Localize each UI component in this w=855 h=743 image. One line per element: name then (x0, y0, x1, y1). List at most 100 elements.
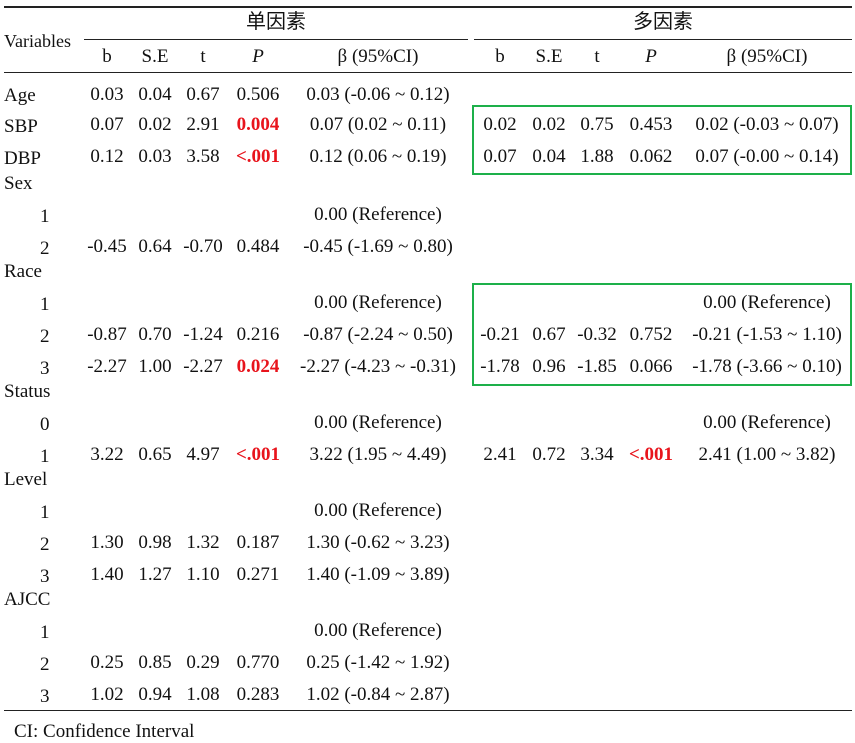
variable-label: Race (4, 261, 42, 282)
level-label: 3 (40, 566, 50, 587)
top-rule (4, 6, 852, 8)
multivariate-cell-b: -0.21 (480, 324, 520, 345)
univariate-cell-se: 0.04 (138, 84, 172, 105)
footnote: CI: Confidence Interval (14, 721, 195, 742)
univariate-reference-cell: 0.00 (Reference) (314, 292, 442, 313)
multivariate-cell-se: 0.04 (532, 146, 566, 167)
level-label: 3 (40, 358, 50, 379)
univariate-cell-b: -0.87 (87, 324, 127, 345)
univariate-cell-se: 1.27 (138, 564, 172, 585)
univariate-cell-t: 0.29 (186, 652, 220, 673)
highlight-box-sbp-dbp (472, 105, 852, 175)
multivariate-reference-cell: 0.00 (Reference) (703, 292, 831, 313)
univariate-cell-se: 0.02 (138, 114, 172, 135)
univariate-cell-p: 0.484 (236, 236, 280, 257)
univariate-cell-se: 0.98 (138, 532, 172, 553)
multivariate-group-rule (474, 39, 852, 40)
univariate-col-header-beta-ci: β (95%CI) (337, 46, 419, 67)
univariate-cell-p: 0.283 (236, 684, 280, 705)
multivariate-cell-b: 2.41 (483, 444, 517, 465)
multivariate-col-header-b: b (495, 46, 505, 67)
univariate-cell-t: 0.67 (186, 84, 220, 105)
variable-label: Age (4, 85, 36, 106)
level-label: 2 (40, 534, 50, 555)
multivariate-cell-t: 0.75 (580, 114, 614, 135)
variable-label: Sex (4, 173, 33, 194)
univariate-cell-t: -0.70 (183, 236, 223, 257)
univariate-cell-b: 3.22 (90, 444, 124, 465)
level-label: 1 (40, 502, 50, 523)
univariate-col-header-se: S.E (141, 46, 169, 67)
multivariate-cell-p: 0.066 (629, 356, 673, 377)
variable-label: SBP (4, 116, 38, 137)
univariate-cell-p: 0.271 (236, 564, 280, 585)
univariate-cell-se: 0.65 (138, 444, 172, 465)
univariate-cell-beta-ci: 1.30 (-0.62 ~ 3.23) (306, 532, 450, 553)
univariate-heading: 单因素 (246, 11, 306, 33)
multivariate-heading: 多因素 (633, 11, 693, 33)
univariate-col-header-p: P (252, 46, 264, 67)
univariate-cell-se: 0.85 (138, 652, 172, 673)
level-label: 2 (40, 654, 50, 675)
univariate-reference-cell: 0.00 (Reference) (314, 620, 442, 641)
univariate-cell-beta-ci: 0.07 (0.02 ~ 0.11) (309, 114, 447, 135)
multivariate-cell-t: 3.34 (580, 444, 614, 465)
multivariate-cell-beta-ci: 0.02 (-0.03 ~ 0.07) (695, 114, 839, 135)
multivariate-cell-t: -0.32 (577, 324, 617, 345)
highlight-box-race (472, 283, 852, 386)
bottom-rule (4, 710, 852, 711)
univariate-cell-t: -1.24 (183, 324, 223, 345)
univariate-cell-beta-ci: 1.02 (-0.84 ~ 2.87) (306, 684, 450, 705)
level-label: 0 (40, 414, 50, 435)
univariate-cell-p: <.001 (235, 146, 281, 167)
multivariate-cell-p: <.001 (628, 444, 674, 465)
univariate-cell-p: 0.004 (236, 114, 280, 135)
univariate-cell-se: 0.70 (138, 324, 172, 345)
level-label: 1 (40, 622, 50, 643)
multivariate-col-header-beta-ci: β (95%CI) (726, 46, 808, 67)
univariate-col-header-t: t (200, 46, 206, 67)
level-label: 1 (40, 206, 50, 227)
univariate-cell-p: 0.506 (236, 84, 280, 105)
multivariate-cell-p: 0.062 (629, 146, 673, 167)
univariate-cell-b: 0.07 (90, 114, 124, 135)
multivariate-col-header-se: S.E (535, 46, 563, 67)
univariate-cell-se: 0.94 (138, 684, 172, 705)
univariate-cell-p: 0.770 (236, 652, 280, 673)
univariate-cell-beta-ci: -0.87 (-2.24 ~ 0.50) (303, 324, 453, 345)
univariate-cell-t: 1.32 (186, 532, 220, 553)
univariate-cell-se: 0.64 (138, 236, 172, 257)
multivariate-cell-p: 0.453 (629, 114, 673, 135)
univariate-cell-se: 1.00 (138, 356, 172, 377)
univariate-cell-b: 1.02 (90, 684, 124, 705)
level-label: 2 (40, 326, 50, 347)
univariate-cell-p: 0.187 (236, 532, 280, 553)
multivariate-cell-beta-ci: 0.07 (-0.00 ~ 0.14) (695, 146, 839, 167)
univariate-cell-b: 0.03 (90, 84, 124, 105)
level-label: 2 (40, 238, 50, 259)
multivariate-cell-b: 0.02 (483, 114, 517, 135)
multivariate-cell-se: 0.67 (532, 324, 566, 345)
multivariate-cell-beta-ci: -1.78 (-3.66 ~ 0.10) (692, 356, 842, 377)
univariate-group-rule (84, 39, 468, 40)
univariate-cell-t: -2.27 (183, 356, 223, 377)
univariate-cell-b: -0.45 (87, 236, 127, 257)
variables-header: Variables (4, 31, 71, 51)
univariate-cell-beta-ci: -0.45 (-1.69 ~ 0.80) (303, 236, 453, 257)
univariate-reference-cell: 0.00 (Reference) (314, 412, 442, 433)
level-label: 3 (40, 686, 50, 707)
univariate-cell-p: 0.024 (236, 356, 280, 377)
univariate-cell-beta-ci: 0.03 (-0.06 ~ 0.12) (306, 84, 450, 105)
multivariate-cell-t: 1.88 (580, 146, 614, 167)
univariate-cell-b: 1.30 (90, 532, 124, 553)
variable-label: DBP (4, 148, 41, 169)
variable-label: Status (4, 381, 51, 402)
header-bottom-rule (4, 72, 852, 73)
univariate-cell-beta-ci: 0.12 (0.06 ~ 0.19) (309, 146, 447, 167)
multivariate-cell-beta-ci: 2.41 (1.00 ~ 3.82) (698, 444, 836, 465)
univariate-cell-beta-ci: 3.22 (1.95 ~ 4.49) (309, 444, 447, 465)
multivariate-cell-se: 0.02 (532, 114, 566, 135)
multivariate-col-header-p: P (645, 46, 657, 67)
multivariate-col-header-t: t (594, 46, 600, 67)
univariate-cell-p: <.001 (235, 444, 281, 465)
